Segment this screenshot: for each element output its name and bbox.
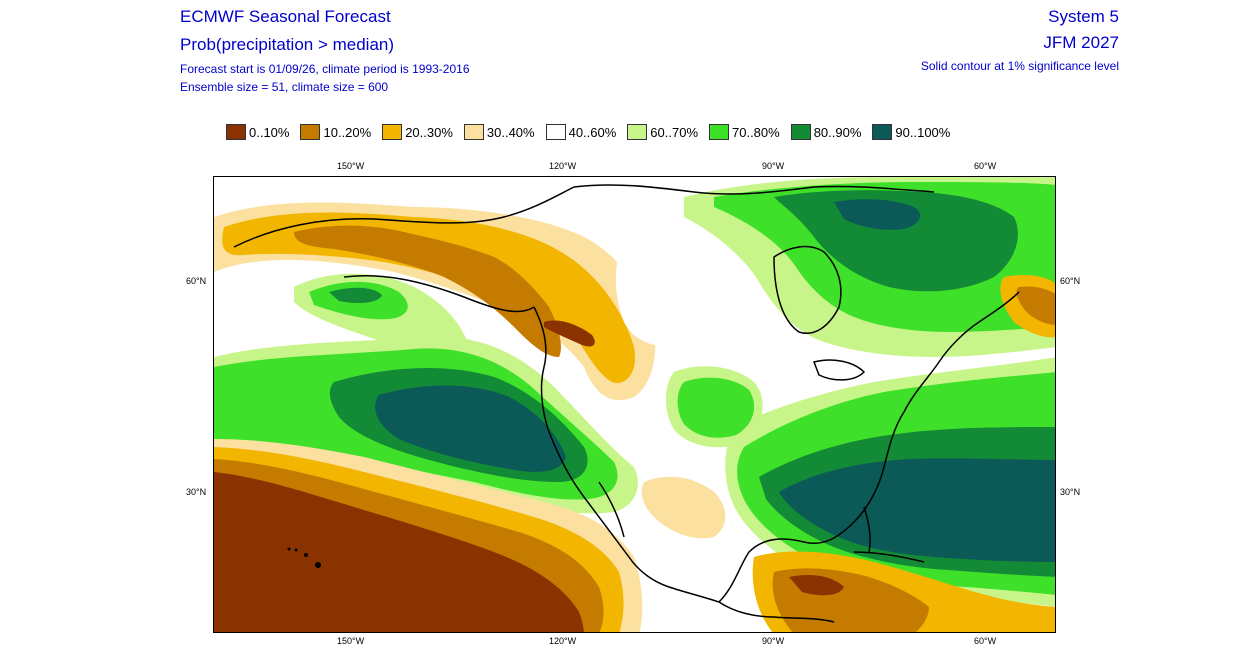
legend-item: 40..60%	[545, 124, 617, 140]
legend-label: 60..70%	[650, 124, 698, 140]
lon-tick-bottom: 60°W	[974, 636, 997, 646]
coastline-cuba	[853, 551, 925, 563]
lon-tick-top: 120°W	[549, 161, 577, 171]
lat-tick-left: 60°N	[186, 276, 207, 286]
coastline-florida	[863, 506, 871, 553]
legend-swatch	[790, 124, 811, 140]
field-0-10-north	[544, 320, 595, 347]
coastlines	[233, 184, 1020, 623]
legend-item: 10..20%	[300, 124, 371, 140]
field-80-90-alaska	[329, 287, 382, 303]
coastline-great-lakes	[812, 359, 866, 381]
field-90-100-canada	[834, 199, 921, 230]
legend-label: 0..10%	[249, 124, 290, 140]
forecast-title: ECMWF Seasonal Forecast	[180, 7, 391, 26]
legend-item: 0..10%	[226, 124, 289, 140]
coastline-north-america-west	[533, 306, 720, 603]
lon-tick-bottom: 120°W	[549, 636, 577, 646]
legend-swatch	[226, 124, 246, 140]
coastline-arctic	[573, 184, 935, 195]
field-0-10-caribbean	[789, 575, 844, 596]
forecast-map	[213, 176, 1056, 633]
coastline-north-america-east	[903, 291, 1020, 413]
legend-item: 20..30%	[382, 124, 453, 140]
field-10-20-north	[294, 225, 561, 357]
hawaii-islands	[287, 547, 321, 568]
legend-label: 40..60%	[568, 124, 617, 140]
coastline-central-america	[718, 601, 835, 623]
legend-swatch	[463, 124, 484, 140]
legend-item: 30..40%	[463, 124, 535, 140]
field-10-20-labrador	[1016, 286, 1055, 325]
legend-label: 20..30%	[405, 124, 453, 140]
legend-swatch	[300, 124, 321, 140]
significance-note: Solid contour at 1% significance level	[920, 59, 1119, 73]
field-70-80-central	[677, 377, 755, 438]
legend-swatch	[709, 124, 729, 140]
forecast-start-info: Forecast start is 01/09/26, climate peri…	[180, 62, 470, 76]
field-90-100-atlantic	[779, 458, 1055, 562]
coastline-alaska	[233, 186, 575, 248]
season-label: JFM 2027	[1043, 33, 1119, 52]
legend-label: 30..40%	[486, 124, 535, 140]
coastline-baja	[598, 481, 625, 538]
legend-swatch	[382, 124, 403, 140]
legend-swatch	[872, 124, 893, 140]
legend-label: 80..90%	[813, 124, 862, 140]
probability-field	[214, 177, 1055, 632]
legend-label: 70..80%	[732, 124, 780, 140]
legend-label: 10..20%	[323, 124, 372, 140]
lon-tick-top: 60°W	[974, 161, 997, 171]
ensemble-info: Ensemble size = 51, climate size = 600	[180, 80, 389, 94]
lat-tick-left: 30°N	[186, 487, 207, 497]
field-80-90-canada	[774, 190, 1018, 292]
probability-legend: 0..10% 10..20% 20..30% 30..40% 40..60% 6…	[226, 124, 950, 140]
lat-tick-right: 60°N	[1060, 276, 1081, 286]
field-20-30-north	[222, 212, 636, 383]
legend-item: 60..70%	[627, 124, 698, 140]
field-0-10-spac	[214, 472, 584, 632]
forecast-subtitle: Prob(precipitation > median)	[180, 35, 395, 54]
legend-swatch	[627, 124, 648, 140]
lon-tick-bottom: 150°W	[337, 636, 365, 646]
legend-item: 90..100%	[872, 124, 950, 140]
coastline-hudson-bay	[773, 245, 842, 334]
lat-tick-right: 30°N	[1060, 487, 1081, 497]
legend-swatch	[545, 124, 566, 140]
legend-item: 70..80%	[709, 124, 780, 140]
lon-tick-top: 90°W	[762, 161, 785, 171]
legend-item: 80..90%	[790, 124, 862, 140]
lon-tick-top: 150°W	[337, 161, 365, 171]
coastline-gulf-of-alaska	[343, 274, 535, 313]
field-40-60-canada	[615, 216, 715, 346]
system-label: System 5	[1048, 7, 1119, 26]
field-90-100-epac	[375, 385, 566, 472]
lon-tick-bottom: 90°W	[762, 636, 785, 646]
legend-label: 90..100%	[895, 124, 951, 140]
coastline-gulf-mexico	[718, 411, 905, 603]
field-30-40-mexico	[641, 476, 726, 539]
